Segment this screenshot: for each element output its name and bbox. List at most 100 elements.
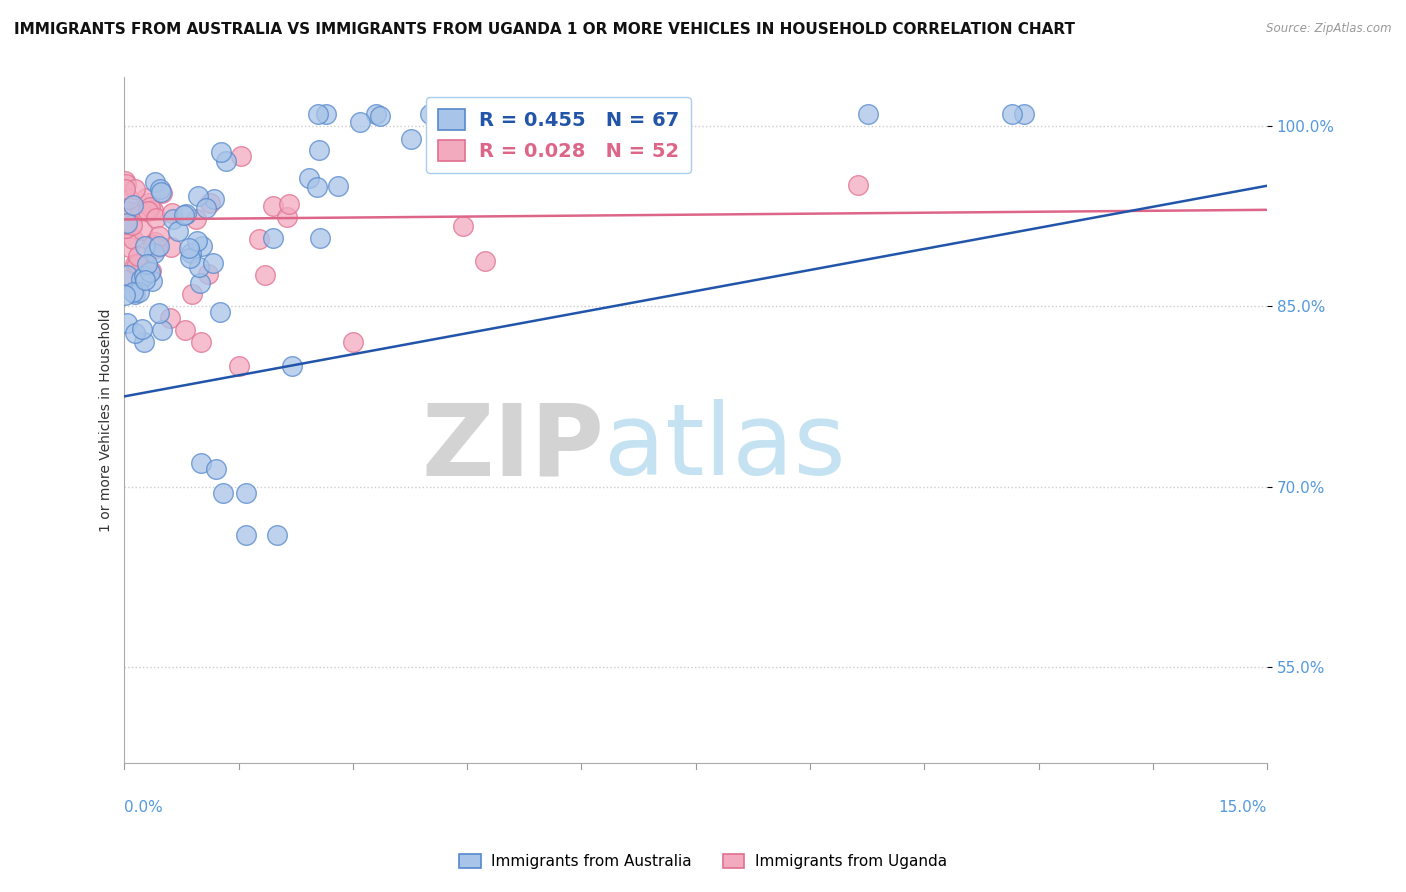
Point	[141, 274, 163, 288]
Point	[134, 273, 156, 287]
Point	[181, 287, 204, 301]
Point	[121, 285, 143, 299]
Point	[150, 186, 173, 200]
Point	[197, 267, 219, 281]
Point	[419, 106, 441, 120]
Point	[134, 259, 156, 273]
Point	[118, 240, 141, 254]
Point	[117, 192, 139, 206]
Point	[1012, 106, 1035, 120]
Point	[308, 144, 330, 158]
Point	[281, 359, 304, 374]
Point	[127, 249, 149, 263]
Point	[148, 239, 170, 253]
Point	[129, 203, 152, 218]
Text: ZIP: ZIP	[422, 400, 605, 496]
Point	[146, 241, 169, 255]
Point	[145, 211, 167, 225]
Point	[247, 232, 270, 246]
Point	[173, 208, 195, 222]
Point	[846, 178, 869, 192]
Point	[114, 174, 136, 188]
Point	[174, 323, 197, 337]
Point	[136, 256, 159, 270]
Text: 15.0%: 15.0%	[1219, 799, 1267, 814]
Point	[342, 335, 364, 350]
Point	[124, 182, 146, 196]
Point	[368, 109, 391, 123]
Point	[228, 359, 250, 374]
Point	[149, 182, 172, 196]
Text: Source: ZipAtlas.com: Source: ZipAtlas.com	[1267, 22, 1392, 36]
Point	[139, 265, 162, 279]
Point	[364, 106, 387, 120]
Point	[143, 176, 166, 190]
Point	[202, 192, 225, 206]
Text: atlas: atlas	[605, 400, 846, 496]
Point	[135, 191, 157, 205]
Text: 0.0%: 0.0%	[125, 799, 163, 814]
Point	[187, 260, 209, 275]
Point	[201, 256, 224, 270]
Point	[115, 317, 138, 331]
Point	[254, 268, 277, 282]
Point	[200, 196, 222, 211]
Point	[179, 252, 201, 266]
Point	[212, 485, 235, 500]
Point	[114, 273, 136, 287]
Point	[131, 322, 153, 336]
Point	[121, 218, 143, 232]
Point	[124, 286, 146, 301]
Point	[139, 200, 162, 214]
Point	[114, 182, 136, 196]
Point	[114, 220, 136, 235]
Point	[114, 217, 136, 231]
Point	[129, 271, 152, 285]
Point	[215, 153, 238, 168]
Point	[190, 456, 212, 470]
Point	[307, 179, 329, 194]
Point	[191, 239, 214, 253]
Point	[160, 240, 183, 254]
Point	[315, 106, 337, 120]
Point	[139, 264, 162, 278]
Point	[235, 485, 257, 500]
Point	[118, 204, 141, 219]
Point	[1001, 106, 1024, 120]
Point	[117, 268, 139, 283]
Point	[138, 266, 160, 280]
Point	[278, 197, 301, 211]
Point	[401, 131, 423, 145]
Legend: R = 0.455   N = 67, R = 0.028   N = 52: R = 0.455 N = 67, R = 0.028 N = 52	[426, 97, 690, 173]
Point	[495, 106, 517, 120]
Point	[160, 206, 183, 220]
Point	[229, 149, 252, 163]
Point	[138, 195, 160, 210]
Point	[124, 326, 146, 340]
Point	[132, 335, 155, 350]
Point	[208, 305, 231, 319]
Legend: Immigrants from Australia, Immigrants from Uganda: Immigrants from Australia, Immigrants fr…	[453, 847, 953, 875]
Point	[127, 257, 149, 271]
Point	[184, 211, 207, 226]
Point	[307, 106, 329, 120]
Point	[129, 260, 152, 274]
Point	[143, 245, 166, 260]
Point	[115, 177, 138, 191]
Point	[148, 305, 170, 319]
Point	[142, 203, 165, 218]
Point	[122, 197, 145, 211]
Point	[149, 185, 172, 199]
Y-axis label: 1 or more Vehicles in Household: 1 or more Vehicles in Household	[100, 309, 114, 533]
Point	[235, 527, 257, 541]
Point	[134, 239, 156, 253]
Point	[159, 311, 181, 326]
Point	[266, 527, 288, 541]
Point	[205, 461, 228, 475]
Point	[167, 224, 190, 238]
Point	[209, 145, 232, 160]
Point	[451, 219, 474, 234]
Point	[136, 203, 159, 218]
Point	[276, 211, 298, 225]
Point	[124, 257, 146, 271]
